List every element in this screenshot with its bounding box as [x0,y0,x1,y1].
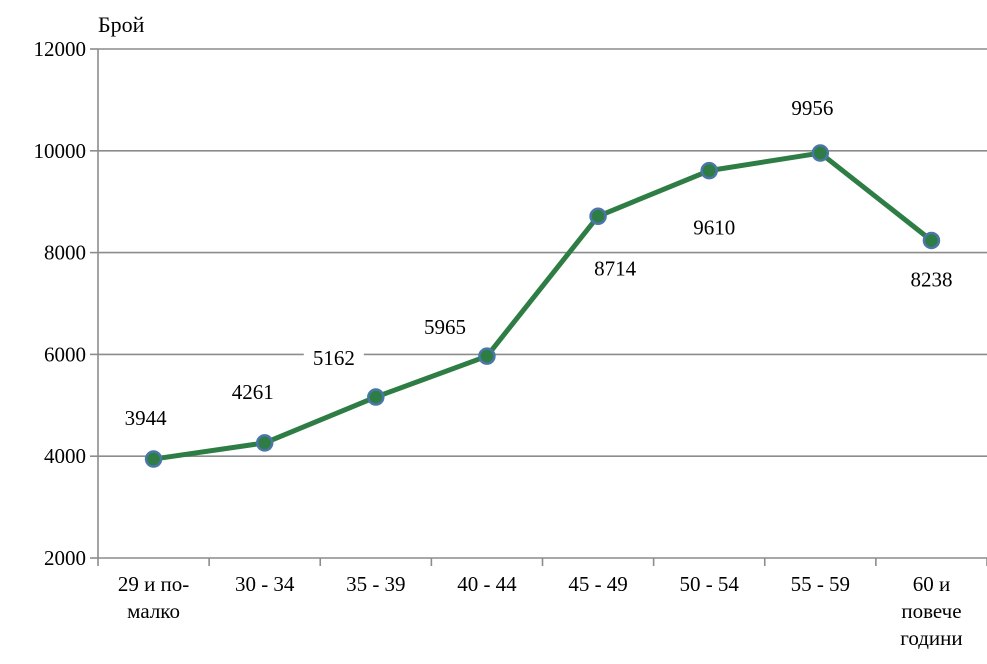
x-tick-label: 55 - 59 [791,572,851,596]
data-point-marker [811,144,830,162]
data-point-marker [255,434,274,452]
x-tick-label-line: 55 - 59 [791,572,851,596]
x-tick-label-line: 60 и [913,572,951,596]
series-layer [144,144,941,468]
data-label-backing [684,214,745,241]
x-tick-label-line: малко [127,599,180,623]
data-label-backing [115,405,176,432]
x-tick-label-line: години [900,626,962,650]
data-label: 9610 [693,216,735,240]
data-point-marker [589,207,607,226]
data-label: 5162 [313,346,355,370]
data-point-marker [700,161,718,180]
grid-layer [98,48,987,458]
axis-layer [90,48,987,566]
x-tick-label: 45 - 49 [568,572,628,596]
y-tick-label: 8000 [44,241,86,265]
y-tick-label: 6000 [44,342,86,366]
data-labels: 3944 4261 5162 5965 8714 9610 9956 8238 [115,95,962,432]
data-label: 4261 [232,380,274,404]
y-tick-label: 2000 [44,546,86,570]
data-label: 8714 [594,256,637,280]
x-tick-labels: 29 и по-малко 30 - 34 35 - 39 40 - 44 45 - 4… [118,572,963,650]
x-tick-label: 40 - 44 [457,572,517,596]
x-tick-label: 29 и по-малко [118,572,189,623]
data-label: 3944 [125,406,168,430]
x-tick-label-line: 35 - 39 [346,572,406,596]
x-tick-label: 50 - 54 [679,572,739,596]
data-label-backing [303,345,364,372]
y-tick-label: 10000 [34,139,87,163]
x-tick-label-line: 30 - 34 [235,572,295,596]
data-label-backing [585,255,646,282]
data-point-marker [922,231,941,250]
x-tick-label-line: 50 - 54 [679,572,739,596]
data-point-marker [367,388,385,406]
y-axis-label: Брой [98,12,145,37]
y-tick-labels: 2000 4000 6000 8000 10000 12000 [34,37,87,570]
data-label: 5965 [424,315,466,339]
data-label-backing [414,314,475,341]
series-line [151,150,934,462]
x-tick-label-line: повече [901,599,961,623]
data-label-backing [222,378,283,405]
data-point-marker [144,450,163,468]
x-tick-label: 30 - 34 [235,572,295,596]
x-tick-label: 35 - 39 [346,572,406,596]
data-label: 8238 [910,267,952,291]
y-tick-label: 4000 [44,444,86,468]
data-label-backing [782,95,843,122]
y-tick-label: 12000 [34,37,87,61]
data-label-backing [901,266,962,293]
data-point-marker [478,347,496,365]
x-tick-label: 60 и повече години [900,572,962,650]
x-tick-label-line: 29 и по- [118,572,189,596]
x-tick-label-line: 45 - 49 [568,572,628,596]
x-tick-label-line: 40 - 44 [457,572,517,596]
data-label: 9956 [791,96,833,120]
